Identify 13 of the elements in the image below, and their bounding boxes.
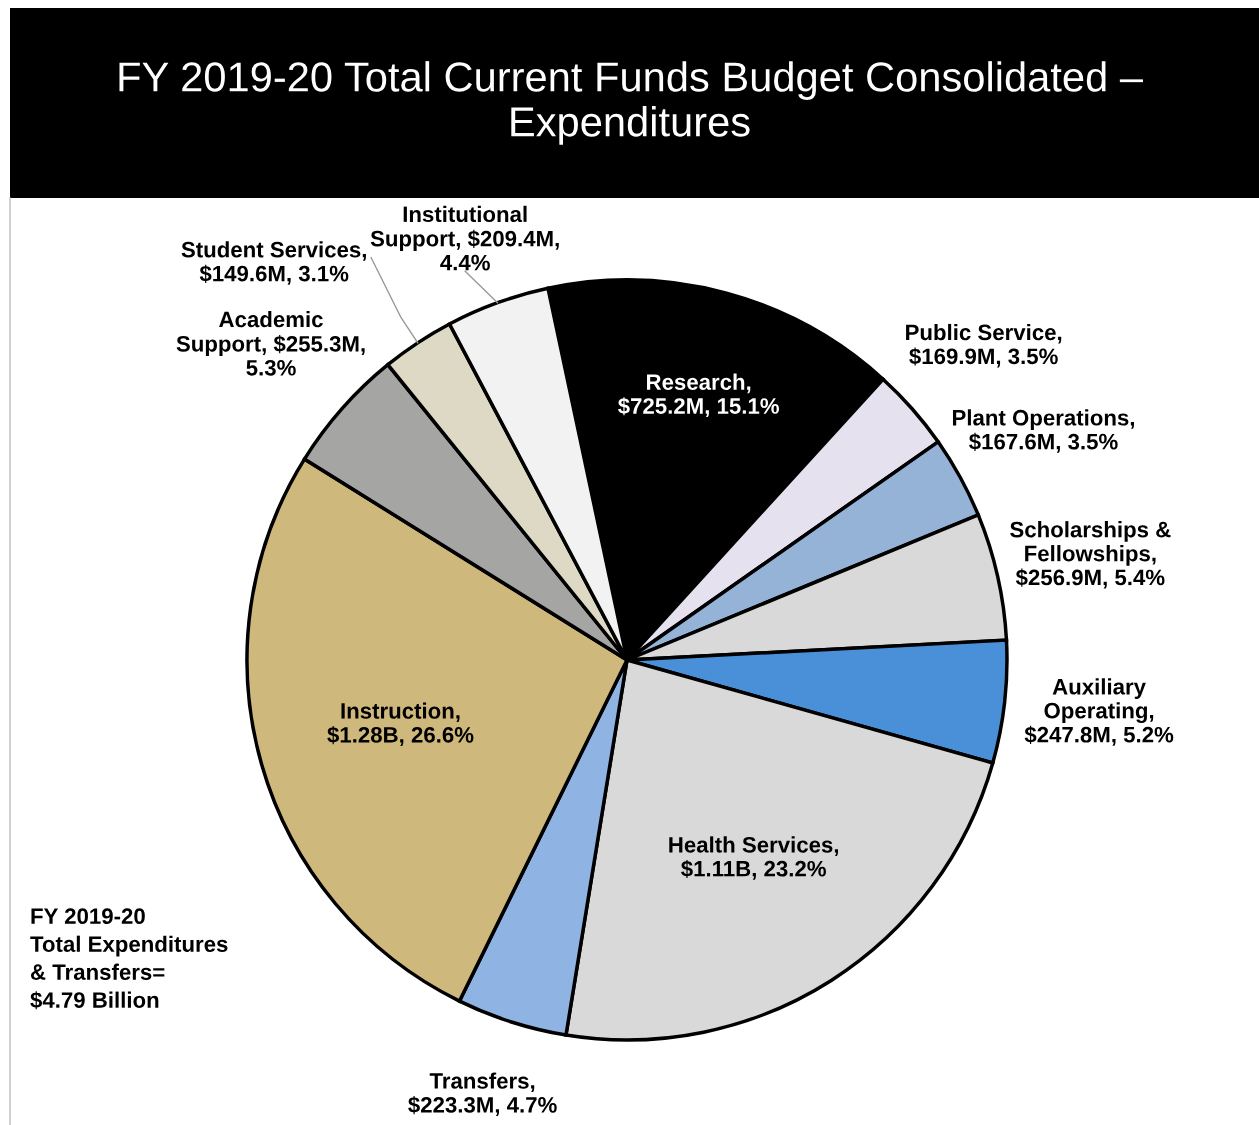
text: FY 2019-20 Total Expenditures & Transfers= $4.79 Billion (30, 908, 228, 1010)
slice-label: Research, $725.2M, 15.1% (618, 373, 779, 418)
slice-label: Institutional Support, $209.4M, 4.4% (370, 205, 559, 271)
slice-label: Plant Operations, $167.6M, 3.5% (952, 409, 1134, 453)
slice-label: Auxiliary Operating, $247.8M, 5.2% (1024, 678, 1174, 746)
slice-label: Health Services, $1.11B, 23.2% (669, 836, 839, 880)
slice-label: Scholarships & Fellowships, $256.9M, 5.4% (1010, 521, 1171, 589)
slice-label: Student Services, $149.6M, 3.1% (181, 241, 366, 285)
chart-title: FY 2019-20 Total Current Funds Budget Consolidated – Expenditures (119, 61, 1143, 145)
slice-label: Academic Support, $255.3M, 5.3% (176, 310, 365, 376)
slice-label: Instruction, $1.28B, 26.6% (327, 702, 474, 746)
slice-label: Public Service, $169.9M, 3.5% (906, 323, 1062, 368)
slice-label: Transfers, $223.3M, 4.7% (408, 1072, 557, 1116)
